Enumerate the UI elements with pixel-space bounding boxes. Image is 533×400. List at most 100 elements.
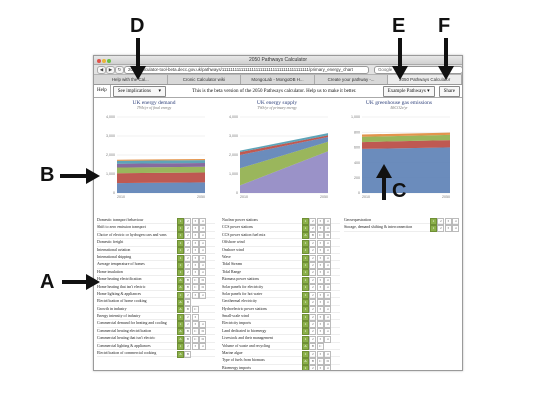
search-box[interactable]: Google xyxy=(374,66,462,74)
lever-level-1-button[interactable]: 1 xyxy=(177,247,184,255)
lever-level-4-button[interactable]: 4 xyxy=(199,239,207,247)
lever-level-4-button[interactable]: 4 xyxy=(324,335,332,343)
lever-level-1-button[interactable]: 1 xyxy=(177,232,184,240)
lever-level-1-button[interactable]: 1 xyxy=(302,306,309,314)
lever-level-2-button[interactable]: 2 xyxy=(309,328,317,336)
area-series-0[interactable] xyxy=(240,151,328,193)
see-implications-dropdown[interactable]: See implications ▾ xyxy=(112,85,166,97)
lever-level-d-button[interactable]: D xyxy=(199,328,207,336)
lever-level-a-button[interactable]: A xyxy=(177,284,184,292)
lever-level-4-button[interactable]: 4 xyxy=(324,224,332,232)
area-series-3[interactable] xyxy=(117,162,205,168)
lever-level-b-button[interactable]: B xyxy=(184,284,192,292)
lever-level-c-button[interactable]: C xyxy=(191,328,199,336)
lever-level-2-button[interactable]: 2 xyxy=(184,239,192,247)
lever-level-3-button[interactable]: 3 xyxy=(316,284,324,292)
lever-level-d-button[interactable]: D xyxy=(324,232,332,240)
lever-level-a-button[interactable]: A xyxy=(177,335,184,343)
lever-level-1-button[interactable]: 1 xyxy=(177,224,184,232)
lever-level-2-button[interactable]: 2 xyxy=(309,224,317,232)
lever-level-1-button[interactable]: 1 xyxy=(302,313,309,321)
lever-level-3-button[interactable]: 3 xyxy=(316,350,324,358)
chart-energy-demand[interactable]: UK energy demand TWh/yr of final energy … xyxy=(99,100,209,206)
lever-level-3-button[interactable]: 3 xyxy=(444,217,452,225)
lever-level-b-button[interactable]: B xyxy=(184,306,192,314)
lever-level-4-button[interactable]: 4 xyxy=(324,328,332,336)
lever-level-3-button[interactable]: 3 xyxy=(316,261,324,269)
area-series-4[interactable] xyxy=(240,133,328,153)
lever-level-1-button[interactable]: 1 xyxy=(177,313,184,321)
lever-level-c-button[interactable]: C xyxy=(191,276,199,284)
lever-level-a-button[interactable]: A xyxy=(302,358,309,366)
lever-level-4-button[interactable]: 4 xyxy=(324,321,332,329)
lever-level-1-button[interactable]: 1 xyxy=(302,261,309,269)
lever-level-1-button[interactable]: 1 xyxy=(177,269,184,277)
lever-level-3-button[interactable]: 3 xyxy=(191,291,199,299)
lever-level-4-button[interactable]: 4 xyxy=(199,291,207,299)
lever-level-b-button[interactable]: B xyxy=(184,298,192,306)
lever-level-3-button[interactable]: 3 xyxy=(316,291,324,299)
area-series-2[interactable] xyxy=(362,134,450,143)
lever-level-1-button[interactable]: 1 xyxy=(302,254,309,262)
address-bar[interactable]: 2050-calculator-tool-beta.decc.gov.uk/pa… xyxy=(124,66,369,74)
lever-level-2-button[interactable]: 2 xyxy=(309,269,317,277)
lever-level-2-button[interactable]: 2 xyxy=(309,291,317,299)
lever-level-4-button[interactable]: 4 xyxy=(324,284,332,292)
lever-level-c-button[interactable]: C xyxy=(191,284,199,292)
lever-level-2-button[interactable]: 2 xyxy=(437,217,445,225)
lever-level-2-button[interactable]: 2 xyxy=(309,313,317,321)
lever-level-1-button[interactable]: 1 xyxy=(302,328,309,336)
tab-pathways-calculator[interactable]: 2050 Pathways Calculator xyxy=(388,75,462,84)
lever-level-1-button[interactable]: 1 xyxy=(302,335,309,343)
lever-level-4-button[interactable]: 4 xyxy=(324,291,332,299)
lever-level-2-button[interactable]: 2 xyxy=(184,321,192,329)
lever-level-c-button[interactable]: C xyxy=(316,232,324,240)
lever-level-2-button[interactable]: 2 xyxy=(309,298,317,306)
lever-level-4-button[interactable]: 4 xyxy=(452,217,460,225)
lever-level-4-button[interactable]: 4 xyxy=(324,261,332,269)
tab-create-pathway[interactable]: Create your pathway -... xyxy=(314,75,389,84)
share-button[interactable]: Share xyxy=(438,85,460,97)
lever-level-3-button[interactable]: 3 xyxy=(191,232,199,240)
lever-level-d-button[interactable]: D xyxy=(199,335,207,343)
lever-level-b-button[interactable]: B xyxy=(184,350,192,358)
area-series-1[interactable] xyxy=(362,140,450,149)
lever-level-2-button[interactable]: 2 xyxy=(184,247,192,255)
area-series-4[interactable] xyxy=(117,160,205,164)
lever-level-4-button[interactable]: 4 xyxy=(452,224,460,232)
lever-level-3-button[interactable]: 3 xyxy=(191,254,199,262)
lever-level-1-button[interactable]: 1 xyxy=(430,224,437,232)
area-series-2[interactable] xyxy=(117,166,205,174)
lever-level-3-button[interactable]: 3 xyxy=(191,239,199,247)
example-pathways-dropdown[interactable]: Example Pathways ▾ xyxy=(382,85,435,97)
lever-level-1-button[interactable]: 1 xyxy=(302,365,309,370)
lever-level-2-button[interactable]: 2 xyxy=(309,254,317,262)
lever-level-d-button[interactable]: D xyxy=(199,284,207,292)
lever-level-1-button[interactable]: 1 xyxy=(302,269,309,277)
lever-level-2-button[interactable]: 2 xyxy=(309,239,317,247)
lever-level-2-button[interactable]: 2 xyxy=(184,217,192,225)
lever-level-1-button[interactable]: 1 xyxy=(177,261,184,269)
lever-level-3-button[interactable]: 3 xyxy=(316,269,324,277)
lever-level-3-button[interactable]: 3 xyxy=(316,276,324,284)
lever-level-4-button[interactable]: 4 xyxy=(199,232,207,240)
area-series-2[interactable] xyxy=(240,136,328,169)
area-series-3[interactable] xyxy=(362,132,450,137)
lever-level-2-button[interactable]: 2 xyxy=(184,269,192,277)
lever-level-2-button[interactable]: 2 xyxy=(309,284,317,292)
lever-level-2-button[interactable]: 2 xyxy=(184,254,192,262)
lever-level-2-button[interactable]: 2 xyxy=(184,343,192,351)
lever-level-4-button[interactable]: 4 xyxy=(199,254,207,262)
lever-level-1-button[interactable]: 1 xyxy=(302,298,309,306)
help-button[interactable]: Help xyxy=(94,85,111,97)
lever-level-4-button[interactable]: 4 xyxy=(324,269,332,277)
lever-level-4-button[interactable]: 4 xyxy=(324,306,332,314)
lever-level-1-button[interactable]: 1 xyxy=(430,217,437,225)
area-series-5[interactable] xyxy=(117,158,205,161)
lever-level-4-button[interactable]: 4 xyxy=(199,217,207,225)
lever-level-2-button[interactable]: 2 xyxy=(184,232,192,240)
window-controls[interactable] xyxy=(97,58,112,66)
lever-level-2-button[interactable]: 2 xyxy=(184,313,192,321)
lever-level-3-button[interactable]: 3 xyxy=(316,298,324,306)
lever-level-d-button[interactable]: D xyxy=(199,276,207,284)
